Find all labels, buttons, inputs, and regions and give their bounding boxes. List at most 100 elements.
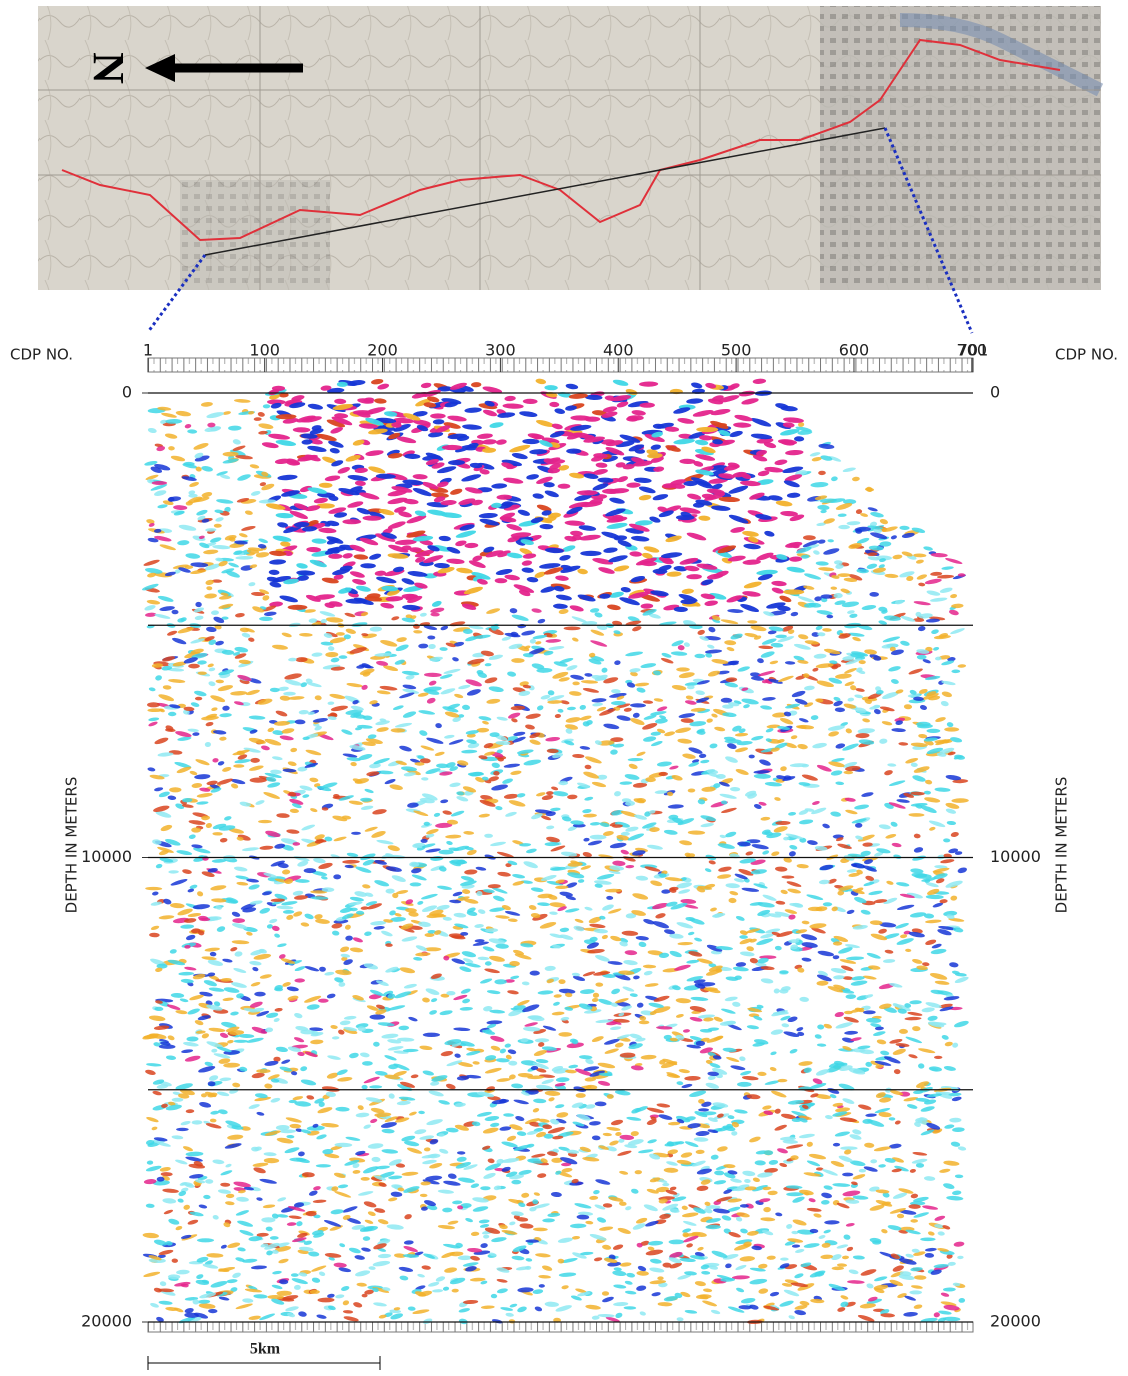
seismic-wavelet <box>783 589 804 594</box>
seismic-wavelet <box>783 1288 800 1297</box>
seismic-wavelet <box>869 592 879 597</box>
seismic-wavelet <box>665 876 683 881</box>
seismic-wavelet <box>758 1288 769 1295</box>
seismic-wavelet <box>555 575 569 582</box>
seismic-wavelet <box>533 1098 546 1103</box>
seismic-wavelet <box>472 1061 479 1065</box>
seismic-wavelet <box>601 667 608 673</box>
seismic-wavelet <box>414 1128 427 1135</box>
seismic-wavelet <box>596 873 614 881</box>
seismic-wavelet <box>233 967 247 974</box>
seismic-wavelet <box>250 490 261 497</box>
seismic-wavelet <box>481 1305 495 1309</box>
seismic-wavelet <box>849 613 858 618</box>
seismic-wavelet <box>912 1026 921 1031</box>
seismic-wavelet <box>344 1015 357 1020</box>
seismic-wavelet <box>925 779 933 785</box>
seismic-wavelet <box>318 527 337 533</box>
seismic-wavelet <box>779 594 793 603</box>
seismic-wavelet <box>272 1270 282 1275</box>
seismic-wavelet <box>205 822 212 828</box>
seismic-wavelet <box>564 520 585 526</box>
seismic-wavelet <box>583 770 600 780</box>
seismic-wavelet <box>785 661 796 665</box>
seismic-wavelet <box>223 986 239 994</box>
seismic-wavelet <box>376 575 397 584</box>
seismic-wavelet <box>710 907 718 912</box>
seismic-wavelet <box>837 1306 846 1312</box>
seismic-wavelet <box>582 809 592 814</box>
seismic-wavelet <box>549 911 558 915</box>
seismic-wavelet <box>198 1299 211 1303</box>
seismic-wavelet <box>477 433 493 440</box>
seismic-wavelet <box>402 710 417 719</box>
seismic-wavelet <box>478 956 490 960</box>
seismic-wavelet <box>219 1077 231 1081</box>
seismic-wavelet <box>951 669 960 673</box>
seismic-wavelet <box>700 759 710 764</box>
seismic-wavelet <box>234 951 243 957</box>
seismic-wavelet <box>349 570 365 579</box>
seismic-wavelet <box>485 663 492 667</box>
seismic-wavelet <box>521 630 536 637</box>
seismic-wavelet <box>410 882 422 886</box>
seismic-wavelet <box>739 1056 746 1062</box>
seismic-wavelet <box>342 860 360 864</box>
seismic-wavelet <box>381 1149 398 1155</box>
seismic-wavelet <box>176 1269 190 1274</box>
seismic-wavelet <box>583 687 600 694</box>
seismic-wavelet <box>608 554 629 564</box>
seismic-wavelet <box>628 758 643 761</box>
seismic-wavelet <box>648 1241 663 1246</box>
seismic-wavelet <box>914 1275 926 1280</box>
seismic-wavelet <box>909 1000 922 1004</box>
seismic-wavelet <box>505 811 518 818</box>
seismic-wavelet <box>912 855 927 862</box>
seismic-wavelet <box>616 714 631 721</box>
seismic-wavelet <box>321 781 338 789</box>
seismic-wavelet <box>228 425 241 430</box>
seismic-wavelet <box>458 1177 476 1184</box>
seismic-wavelet <box>849 1133 862 1141</box>
seismic-wavelet <box>677 417 695 425</box>
seismic-wavelet <box>401 935 417 942</box>
seismic-wavelet <box>535 1253 551 1258</box>
seismic-wavelet <box>361 1085 367 1090</box>
seismic-wavelet <box>620 849 629 856</box>
seismic-wavelet <box>926 589 941 596</box>
seismic-wavelet <box>708 860 716 865</box>
seismic-wavelet <box>177 540 190 546</box>
seismic-wavelet <box>891 842 902 848</box>
seismic-wavelet <box>631 409 646 416</box>
seismic-wavelet <box>227 1040 234 1044</box>
seismic-wavelet <box>184 1055 201 1063</box>
seismic-wavelet <box>272 756 283 761</box>
seismic-wavelet <box>686 493 701 501</box>
seismic-wavelet <box>224 815 232 821</box>
seismic-wavelet <box>635 682 650 687</box>
seismic-wavelet <box>779 717 794 726</box>
seismic-wavelet <box>372 808 387 815</box>
seismic-wavelet <box>900 934 908 939</box>
seismic-wavelet <box>329 693 346 700</box>
seismic-wavelet <box>478 715 491 721</box>
seismic-wavelet <box>147 767 156 772</box>
seismic-wavelet <box>900 615 916 623</box>
seismic-wavelet <box>908 1053 918 1059</box>
seismic-wavelet <box>194 615 203 620</box>
seismic-wavelet <box>861 791 874 797</box>
seismic-wavelet <box>769 1291 779 1297</box>
seismic-wavelet <box>801 773 818 782</box>
seismic-wavelet <box>511 613 529 622</box>
seismic-wavelet <box>469 771 483 777</box>
seismic-wavelet <box>593 1189 600 1194</box>
seismic-wavelet <box>418 643 428 648</box>
seismic-wavelet <box>631 535 650 542</box>
seismic-wavelet <box>895 922 910 930</box>
seismic-wavelet <box>577 490 598 495</box>
seismic-wavelet <box>523 860 539 870</box>
seismic-wavelet <box>148 721 158 728</box>
seismic-wavelet <box>406 1146 422 1155</box>
seismic-wavelet <box>845 809 858 815</box>
seismic-wavelet <box>453 912 466 918</box>
